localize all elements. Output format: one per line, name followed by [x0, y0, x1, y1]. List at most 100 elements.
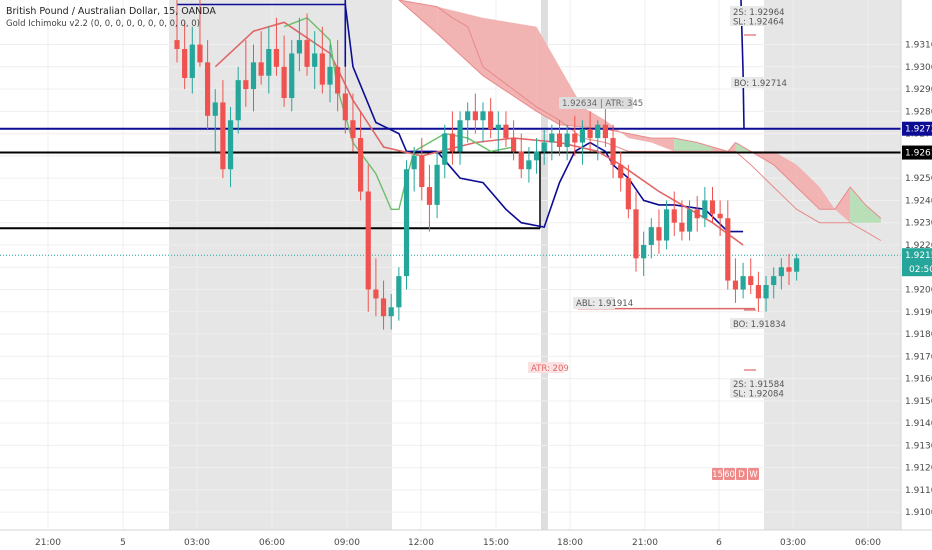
candle-body: [212, 102, 218, 116]
candle-body: [518, 151, 524, 170]
candle-body: [258, 62, 264, 76]
candle-body: [227, 120, 234, 170]
candle-body: [778, 267, 784, 277]
candle-body: [396, 276, 402, 308]
candle-body: [296, 40, 302, 54]
bo-top-text: BO: 1.92714: [734, 79, 787, 89]
countdown-text: 02:50: [909, 265, 932, 275]
abl-label-text: ABL: 1.91914: [576, 299, 633, 309]
cloud-segment: [582, 106, 606, 130]
candle-body: [664, 209, 670, 241]
price-tick-label: 1.92500: [905, 174, 932, 184]
candle-body: [403, 169, 410, 277]
candle-body: [197, 44, 203, 63]
bo-top-box: [731, 77, 771, 88]
candle-body: [625, 178, 631, 210]
session-shading: [169, 0, 901, 530]
time-tick-label: 06:00: [259, 538, 285, 548]
candle-body: [442, 133, 448, 165]
price-tick-label: 1.93000: [905, 63, 932, 73]
timeframe-badge-text: 15: [712, 470, 723, 480]
price-label-resistance-blue: [902, 121, 932, 136]
timeframe-badge: [724, 468, 735, 480]
candle-body: [189, 44, 195, 78]
candle-body: [641, 244, 647, 259]
cloud-segment: [483, 17, 537, 112]
candle-body: [595, 124, 601, 139]
cloud-span-a: [398, 0, 882, 219]
cloud-segment: [674, 138, 698, 152]
price-tick-label: 1.91100: [905, 486, 932, 496]
time-tick-label: 5: [120, 538, 126, 548]
time-tick-label: 21:00: [35, 538, 61, 548]
stop-top-box: [730, 6, 770, 26]
candle-body: [763, 285, 769, 299]
current-price-text: 1.92154: [905, 251, 932, 261]
conversion-line: [177, 3, 744, 233]
timeframe-badge: [736, 468, 747, 480]
cloud-segment: [536, 26, 560, 125]
candle-body: [335, 66, 341, 94]
atr-low-text: ATR: 209: [531, 364, 569, 374]
price-tick-label: 1.91600: [905, 375, 932, 385]
candle-body: [434, 164, 440, 205]
candle-body: [740, 276, 746, 290]
candle-body: [182, 48, 188, 78]
candle-body: [350, 120, 356, 139]
candle-body: [732, 280, 739, 290]
candle-body: [480, 111, 486, 121]
atr-mid-text: 1.92634 | ATR: 345: [562, 99, 643, 109]
stop-top-text: SL: 1.92464: [733, 18, 784, 28]
candle-body: [472, 111, 478, 121]
cloud-segment: [773, 151, 797, 188]
candle-body: [174, 40, 180, 49]
candle-body: [273, 48, 280, 67]
candle-body: [426, 187, 433, 205]
cloud-segment: [628, 133, 652, 143]
candle-body: [411, 155, 417, 170]
stop-bottom-text: SL: 1.92084: [733, 390, 784, 400]
bo-bottom-box: [730, 318, 770, 329]
candle-body: [526, 160, 532, 170]
candle-body: [556, 133, 563, 147]
timeframe-badge: [712, 468, 723, 480]
candle-body: [725, 218, 731, 281]
price-tick-label: 1.91500: [905, 397, 932, 407]
candle-body: [671, 209, 677, 223]
timeframe-badge-text: D: [738, 470, 745, 480]
time-tick-label: 06:00: [855, 538, 881, 548]
candle-body: [587, 129, 593, 139]
candle-body: [342, 93, 348, 121]
current-price-label: [902, 248, 932, 277]
candle-body: [717, 213, 723, 219]
candle-body: [572, 133, 578, 143]
price-tick-label: 1.92300: [905, 219, 932, 229]
stop-bottom-text: 2S: 1.91584: [733, 380, 785, 390]
candle-body: [533, 151, 540, 161]
candle-body: [633, 209, 639, 259]
time-tick-label: 12:00: [408, 538, 434, 548]
price-tick-label: 1.91800: [905, 330, 932, 340]
candle-body: [679, 222, 685, 232]
candle-body: [694, 209, 700, 219]
session-shade-2: [764, 0, 901, 530]
candle-body: [748, 276, 754, 286]
cloud-segment: [819, 187, 835, 210]
abl-label-box: [573, 297, 615, 309]
price-tick-label: 1.92400: [905, 196, 932, 206]
candle-body: [686, 209, 693, 232]
cloud-span-b: [398, 0, 882, 241]
candle-body: [235, 80, 241, 121]
indicator-title: Gold Ichimoku v2.2 (0, 0, 0, 0, 0, 0, 0,…: [6, 19, 200, 29]
time-axis-panel[interactable]: [0, 530, 932, 550]
price-tick-label: 1.91300: [905, 441, 932, 451]
time-axis-ticks: 21:00 5 03:00 06:00 09:00 12:00 15:00 18:00 21:0…: [35, 538, 881, 548]
candle-body: [648, 227, 654, 245]
cloud-segment: [865, 204, 881, 223]
price-tick-label: 1.93100: [905, 41, 932, 51]
ichimoku-cloud: [398, 0, 882, 241]
timeframe-badge: [748, 468, 759, 480]
candle-body: [304, 40, 310, 67]
price-axis-labels: 1.92722 1.92615 1.92154 02:50: [902, 121, 932, 277]
